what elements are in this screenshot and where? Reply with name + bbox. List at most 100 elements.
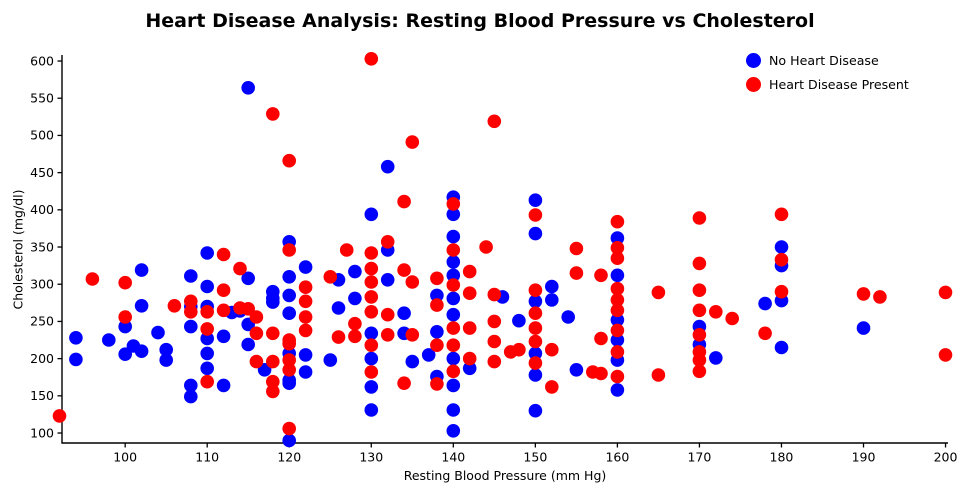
scatter-point	[282, 306, 297, 321]
scatter-point	[774, 284, 789, 299]
scatter-point	[446, 255, 461, 269]
scatter-point	[446, 243, 461, 257]
scatter-point	[430, 338, 444, 353]
scatter-point	[462, 286, 477, 301]
scatter-point	[241, 81, 255, 95]
scatter-point	[380, 159, 395, 174]
scatter-point	[241, 337, 255, 352]
x-tick-label: 100	[113, 450, 137, 465]
scatter-point	[774, 340, 789, 355]
x-tick-label: 140	[441, 450, 465, 465]
scatter-point	[348, 329, 362, 344]
scatter-point	[462, 361, 477, 376]
scatter-point	[487, 354, 502, 369]
scatter-point	[282, 336, 297, 351]
scatter-point	[430, 325, 444, 339]
scatter-point	[184, 319, 198, 334]
scatter-point	[216, 247, 231, 262]
scatter-point	[725, 311, 739, 326]
scatter-point	[528, 306, 543, 321]
scatter-point	[594, 268, 608, 283]
scatter-point	[446, 424, 461, 438]
scatter-point	[397, 194, 411, 209]
x-tick-label: 130	[359, 450, 383, 465]
scatter-point	[134, 344, 149, 359]
legend-label: No Heart Disease	[769, 53, 879, 68]
y-tick-label: 300	[30, 277, 54, 292]
scatter-point	[364, 246, 379, 260]
scatter-point	[200, 346, 214, 361]
legend-marker-red-icon	[746, 77, 761, 92]
x-tick-label: 120	[277, 450, 301, 465]
scatter-point	[421, 348, 436, 362]
scatter-point	[348, 316, 362, 331]
scatter-point	[298, 294, 313, 309]
scatter-point	[167, 299, 182, 313]
scatter-point	[446, 291, 461, 306]
scatter-point	[323, 353, 338, 367]
scatter-point	[610, 214, 625, 229]
scatter-point	[610, 293, 625, 307]
scatter-point	[610, 268, 625, 283]
scatter-point	[610, 251, 625, 265]
scatter-point	[380, 273, 395, 287]
scatter-point	[487, 114, 502, 129]
scatter-point	[331, 301, 346, 315]
x-tick-label: 160	[605, 450, 629, 465]
scatter-point	[200, 322, 214, 336]
scatter-point	[610, 231, 625, 245]
scatter-point	[380, 307, 395, 322]
scatter-point	[200, 374, 214, 389]
scatter-point	[528, 208, 543, 222]
scatter-point	[200, 305, 214, 319]
scatter-point	[545, 293, 559, 307]
scatter-point	[233, 261, 247, 276]
scatter-point	[856, 287, 871, 301]
scatter-point	[446, 364, 461, 379]
scatter-point	[545, 279, 559, 294]
scatter-point	[348, 291, 362, 306]
scatter-point	[348, 264, 362, 279]
scatter-point	[774, 252, 789, 267]
scatter-point	[610, 303, 625, 318]
scatter-point	[249, 354, 264, 369]
scatter-point	[446, 268, 461, 283]
scatter-point	[159, 353, 173, 367]
scatter-point	[69, 352, 83, 367]
scatter-point	[610, 333, 625, 347]
scatter-point	[430, 298, 444, 312]
scatter-point	[323, 270, 338, 284]
scatter-point	[364, 275, 379, 289]
scatter-point	[487, 314, 502, 329]
scatter-point	[610, 383, 625, 397]
scatter-point	[446, 378, 461, 393]
scatter-point	[569, 363, 584, 377]
scatter-point	[200, 279, 214, 294]
scatter-point	[462, 264, 477, 279]
scatter-point	[364, 338, 379, 353]
scatter-point	[249, 310, 264, 324]
scatter-point	[446, 321, 461, 335]
scatter-point	[446, 207, 461, 222]
scatter-point	[479, 240, 493, 254]
y-tick-label: 550	[30, 91, 54, 106]
scatter-point	[462, 321, 477, 335]
scatter-point	[266, 326, 280, 341]
scatter-point	[249, 326, 264, 341]
scatter-point	[528, 283, 543, 298]
scatter-point	[528, 193, 543, 207]
y-tick-label: 450	[30, 165, 54, 180]
scatter-point	[774, 207, 789, 222]
scatter-point	[216, 283, 231, 298]
scatter-point	[331, 330, 346, 344]
y-axis-label: Cholesterol (mg/dl)	[10, 189, 26, 310]
scatter-point	[610, 313, 625, 327]
x-tick-label: 190	[852, 450, 876, 465]
scatter-point	[528, 226, 543, 241]
scatter-point	[282, 243, 297, 257]
x-tick-label: 110	[195, 450, 219, 465]
scatter-point	[364, 261, 379, 276]
y-tick-label: 350	[30, 239, 54, 254]
x-tick-label: 180	[770, 450, 794, 465]
